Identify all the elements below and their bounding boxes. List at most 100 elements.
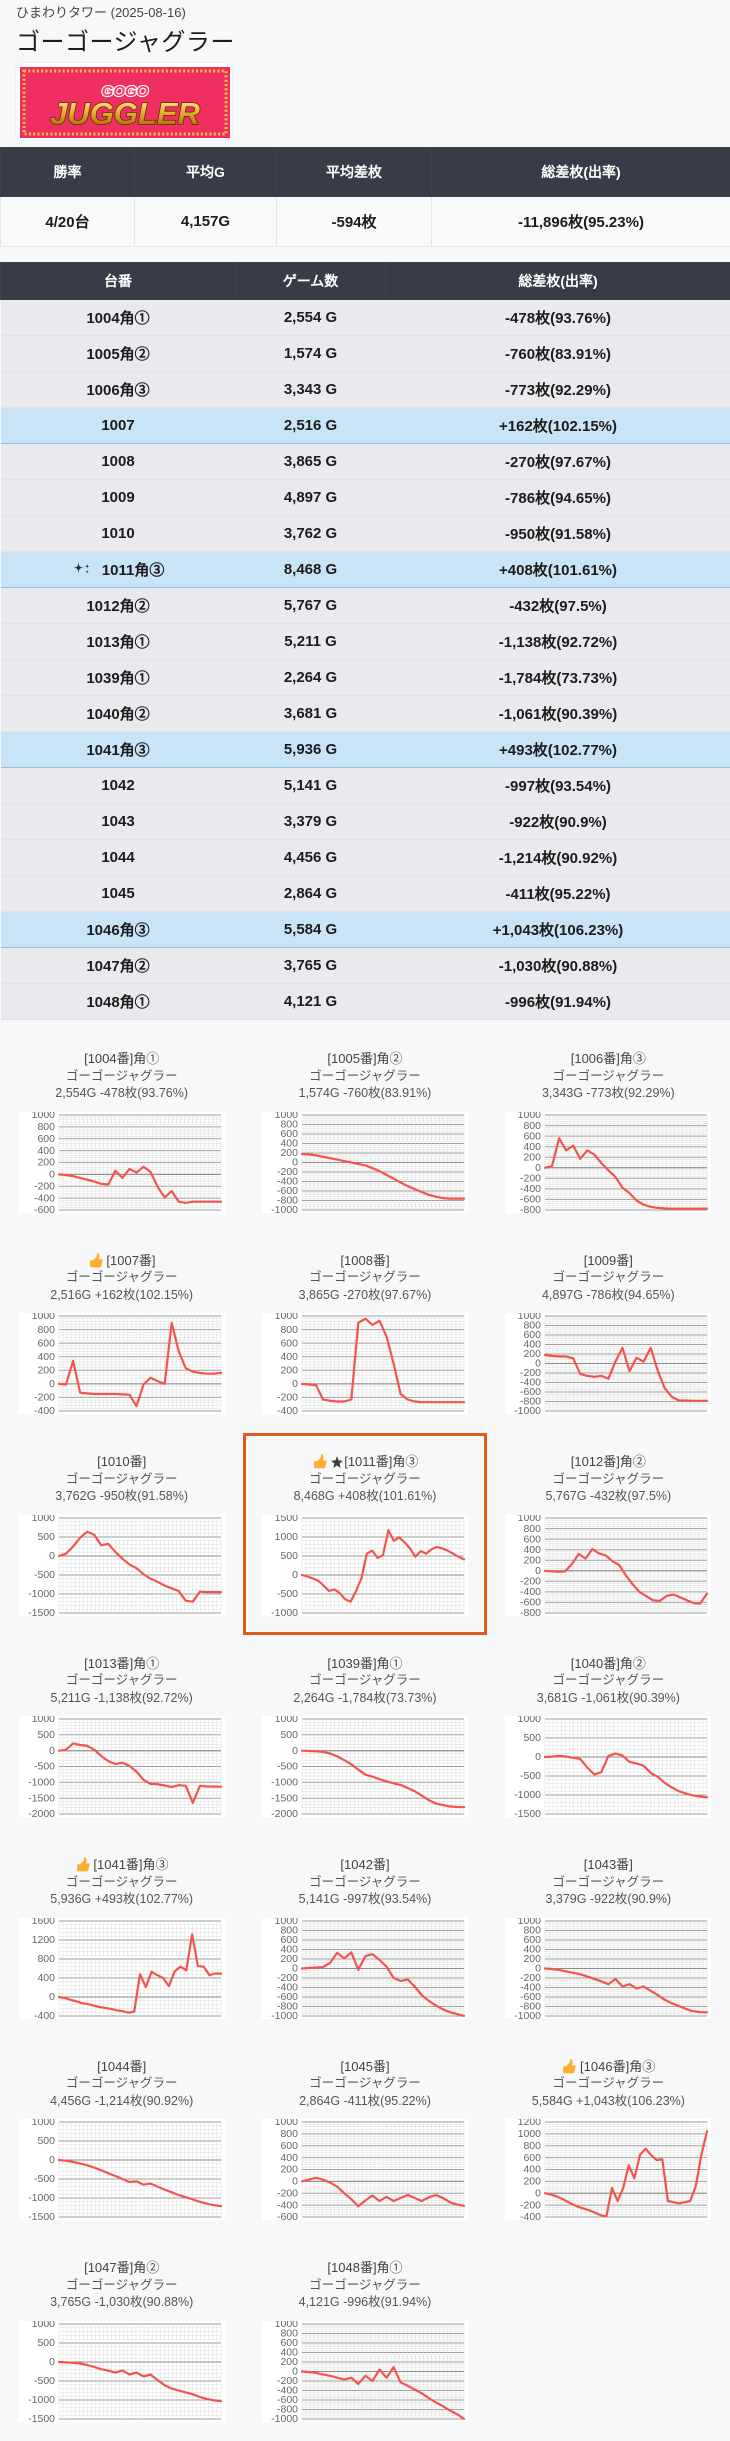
svg-text:200: 200 <box>524 1554 542 1566</box>
svg-text:-1500: -1500 <box>28 1792 55 1804</box>
svg-text:1000: 1000 <box>31 1716 55 1725</box>
svg-text:400: 400 <box>524 1140 542 1152</box>
svg-text:1000: 1000 <box>275 1531 299 1543</box>
svg-text:-1000: -1000 <box>514 1789 541 1801</box>
svg-text:1000: 1000 <box>275 1112 299 1121</box>
svg-text:600: 600 <box>524 2152 542 2164</box>
svg-text:-400: -400 <box>34 1192 55 1204</box>
svg-text:-200: -200 <box>277 1392 298 1404</box>
svg-text:500: 500 <box>280 1729 298 1741</box>
svg-text:1000: 1000 <box>518 1918 542 1927</box>
svg-text:1000: 1000 <box>275 1313 299 1322</box>
svg-text:500: 500 <box>37 2337 55 2349</box>
svg-text:-400: -400 <box>520 1183 541 1195</box>
svg-text:600: 600 <box>37 1132 55 1144</box>
svg-text:-500: -500 <box>34 1761 55 1773</box>
svg-text:1500: 1500 <box>275 1515 299 1524</box>
svg-text:-400: -400 <box>34 2010 55 2019</box>
svg-text:0: 0 <box>535 1162 541 1174</box>
svg-text:800: 800 <box>37 1324 55 1336</box>
svg-text:-600: -600 <box>520 1193 541 1205</box>
svg-text:1000: 1000 <box>31 1313 55 1322</box>
svg-text:600: 600 <box>280 1337 298 1349</box>
svg-text:JUGGLER: JUGGLER <box>50 96 200 131</box>
svg-text:-500: -500 <box>277 1588 298 1600</box>
svg-text:600: 600 <box>37 1337 55 1349</box>
svg-text:-500: -500 <box>34 2173 55 2185</box>
svg-text:0: 0 <box>49 2356 55 2368</box>
svg-text:200: 200 <box>280 1365 298 1377</box>
svg-text:500: 500 <box>37 2135 55 2147</box>
svg-text:400: 400 <box>37 1351 55 1363</box>
svg-text:1000: 1000 <box>31 2321 55 2330</box>
svg-text:-400: -400 <box>277 2199 298 2211</box>
svg-text:0: 0 <box>535 2188 541 2200</box>
svg-text:0: 0 <box>292 1569 298 1581</box>
svg-text:400: 400 <box>280 1351 298 1363</box>
svg-text:-1000: -1000 <box>271 1777 298 1789</box>
svg-text:1000: 1000 <box>518 1515 542 1524</box>
svg-text:-1000: -1000 <box>28 2192 55 2204</box>
svg-text:1000: 1000 <box>275 2321 299 2330</box>
svg-text:1000: 1000 <box>518 2128 542 2140</box>
svg-text:-1500: -1500 <box>28 1607 55 1616</box>
svg-text:1600: 1600 <box>31 1918 55 1927</box>
svg-text:-200: -200 <box>520 1172 541 1184</box>
svg-text:400: 400 <box>280 2152 298 2164</box>
svg-text:600: 600 <box>524 1130 542 1142</box>
svg-text:0: 0 <box>49 1168 55 1180</box>
svg-text:0: 0 <box>49 1378 55 1390</box>
svg-text:-500: -500 <box>34 1569 55 1581</box>
svg-text:200: 200 <box>524 2176 542 2188</box>
svg-text:-1500: -1500 <box>514 1808 541 1817</box>
svg-text:-600: -600 <box>277 2211 298 2220</box>
svg-text:-500: -500 <box>277 1761 298 1773</box>
svg-text:0: 0 <box>49 2154 55 2166</box>
svg-text:-600: -600 <box>520 1596 541 1608</box>
svg-text:-200: -200 <box>34 1180 55 1192</box>
svg-text:600: 600 <box>524 1533 542 1545</box>
svg-text:200: 200 <box>280 2164 298 2176</box>
svg-text:0: 0 <box>49 1550 55 1562</box>
svg-text:800: 800 <box>280 1324 298 1336</box>
svg-text:200: 200 <box>37 1365 55 1377</box>
svg-text:1000: 1000 <box>275 2119 299 2128</box>
svg-text:800: 800 <box>280 2128 298 2140</box>
svg-text:400: 400 <box>524 2164 542 2176</box>
svg-text:-1000: -1000 <box>271 1607 298 1616</box>
svg-text:500: 500 <box>37 1531 55 1543</box>
svg-text:0: 0 <box>49 1745 55 1757</box>
svg-text:200: 200 <box>524 1151 542 1163</box>
svg-text:1000: 1000 <box>31 2119 55 2128</box>
svg-text:1000: 1000 <box>275 1716 299 1725</box>
svg-text:-400: -400 <box>520 1586 541 1598</box>
svg-text:-1500: -1500 <box>28 2211 55 2220</box>
svg-text:500: 500 <box>524 1732 542 1744</box>
svg-text:-1000: -1000 <box>28 2394 55 2406</box>
svg-text:-2000: -2000 <box>28 1808 55 1817</box>
svg-text:800: 800 <box>524 1522 542 1534</box>
svg-text:0: 0 <box>535 1565 541 1577</box>
svg-text:0: 0 <box>292 1745 298 1757</box>
svg-text:-600: -600 <box>34 1204 55 1213</box>
svg-text:-500: -500 <box>520 1770 541 1782</box>
svg-text:800: 800 <box>524 2140 542 2152</box>
svg-text:800: 800 <box>37 1121 55 1133</box>
svg-text:-1500: -1500 <box>271 1792 298 1804</box>
svg-text:-200: -200 <box>277 2188 298 2200</box>
svg-text:1200: 1200 <box>31 1934 55 1946</box>
svg-text:1000: 1000 <box>518 1313 542 1322</box>
svg-text:500: 500 <box>280 1550 298 1562</box>
svg-text:600: 600 <box>280 2140 298 2152</box>
svg-text:-1000: -1000 <box>28 1588 55 1600</box>
svg-text:-200: -200 <box>520 2199 541 2211</box>
svg-text:-400: -400 <box>34 1405 55 1414</box>
svg-text:0: 0 <box>292 1378 298 1390</box>
svg-text:-1500: -1500 <box>28 2413 55 2422</box>
svg-text:-1000: -1000 <box>28 1777 55 1789</box>
svg-text:-400: -400 <box>277 1405 298 1414</box>
svg-text:0: 0 <box>49 1991 55 2003</box>
svg-text:200: 200 <box>37 1156 55 1168</box>
svg-text:800: 800 <box>37 1953 55 1965</box>
svg-text:1000: 1000 <box>275 1918 299 1927</box>
